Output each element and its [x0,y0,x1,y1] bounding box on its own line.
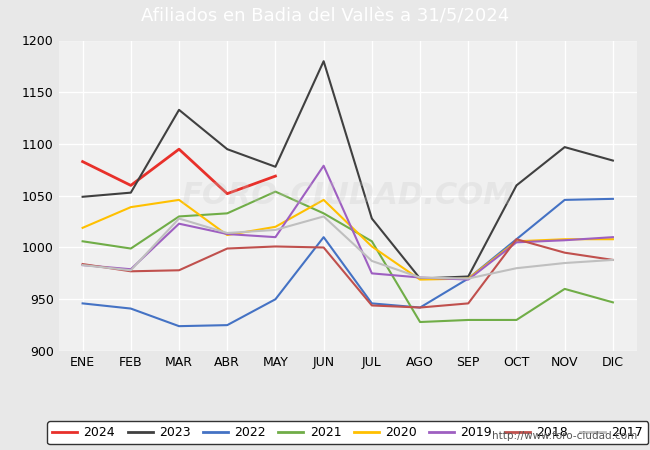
Legend: 2024, 2023, 2022, 2021, 2020, 2019, 2018, 2017: 2024, 2023, 2022, 2021, 2020, 2019, 2018… [47,421,648,444]
Text: Afiliados en Badia del Vallès a 31/5/2024: Afiliados en Badia del Vallès a 31/5/202… [141,7,509,25]
Text: FORO-CIUDAD.COM: FORO-CIUDAD.COM [181,181,514,210]
Text: http://www.foro-ciudad.com: http://www.foro-ciudad.com [492,431,637,441]
